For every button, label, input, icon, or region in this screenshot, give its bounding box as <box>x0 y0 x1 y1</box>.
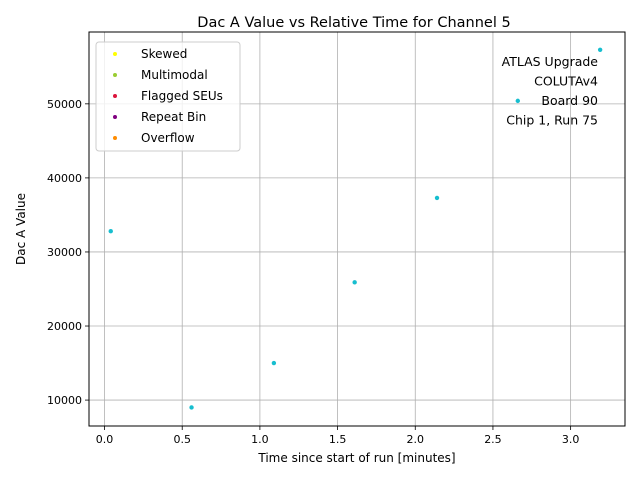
data-points <box>108 47 603 410</box>
data-point <box>597 47 603 52</box>
legend-marker <box>113 94 117 98</box>
legend-marker <box>113 52 117 56</box>
legend-label: Repeat Bin <box>141 110 206 124</box>
legend-label: Skewed <box>141 47 187 61</box>
legend-label: Flagged SEUs <box>141 89 223 103</box>
x-tick-label: 1.0 <box>251 433 269 446</box>
data-point <box>271 360 277 366</box>
legend-box <box>95 41 241 152</box>
chart-title: Dac A Value vs Relative Time for Channel… <box>197 15 510 31</box>
data-point <box>434 195 440 201</box>
y-tick-label: 40000 <box>47 172 82 185</box>
data-point <box>189 405 194 410</box>
y-tick-label: 10000 <box>47 394 82 407</box>
x-tick-label: 1.5 <box>329 433 347 446</box>
x-tick-label: 0.5 <box>173 433 191 446</box>
y-tick-label: 50000 <box>47 98 82 111</box>
x-axis-ticks: 0.0 0.5 1.0 1.5 2.0 2.5 3.0 <box>96 426 580 446</box>
annotation-line: Board 90 <box>541 93 598 108</box>
grid-lines <box>89 32 625 426</box>
run-annotation: ATLAS Upgrade COLUTAv4 Board 90 Chip 1, Run… <box>502 54 599 128</box>
y-axis-label: Dac A Value <box>14 193 28 265</box>
x-tick-label: 2.5 <box>484 433 502 446</box>
x-axis-label: Time since start of run [minutes] <box>257 451 455 465</box>
y-tick-label: 20000 <box>47 320 82 333</box>
annotation-line: ATLAS Upgrade <box>502 54 599 69</box>
legend-marker <box>113 115 117 119</box>
legend-marker <box>113 73 117 77</box>
y-axis-ticks: 10000 20000 30000 40000 50000 <box>47 98 89 407</box>
legend: Skewed Multimodal Flagged SEUs Repeat Bin Ov… <box>95 41 241 152</box>
data-point <box>108 229 113 234</box>
annotation-line: Chip 1, Run 75 <box>506 113 598 128</box>
x-tick-label: 0.0 <box>96 433 114 446</box>
legend-label: Multimodal <box>141 68 208 82</box>
data-point <box>352 280 357 285</box>
y-tick-label: 30000 <box>47 246 82 259</box>
annotation-line: COLUTAv4 <box>534 74 598 89</box>
x-tick-label: 3.0 <box>562 433 580 446</box>
legend-marker <box>113 136 117 140</box>
data-point <box>515 98 520 104</box>
plot-frame <box>88 31 626 427</box>
x-tick-label: 2.0 <box>407 433 425 446</box>
legend-label: Overflow <box>141 131 195 145</box>
